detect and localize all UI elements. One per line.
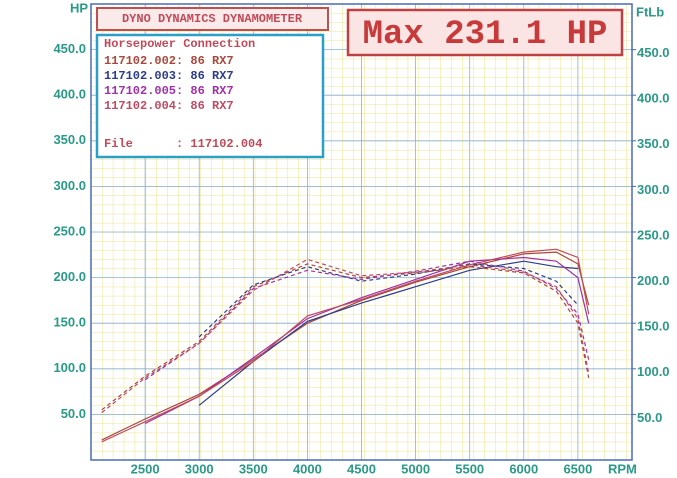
header-box bbox=[96, 7, 329, 31]
legend-title: Horsepower Connection bbox=[104, 37, 255, 51]
y-tick-label: 250.0 bbox=[53, 223, 86, 238]
x-tick-label: 2500 bbox=[131, 461, 160, 476]
x-axis-label: RPM bbox=[608, 461, 637, 476]
power-line bbox=[101, 251, 590, 441]
y-tick-label: 350.0 bbox=[53, 132, 86, 147]
y-tick-label: 300.0 bbox=[53, 178, 86, 193]
y2-tick-label: 350.0 bbox=[637, 136, 670, 151]
max-label: Max 231.1 HP bbox=[363, 16, 608, 54]
y2-tick-label: 50.0 bbox=[637, 410, 662, 425]
legend-entry: 117102.004: 86 RX7 bbox=[104, 99, 234, 113]
y2-tick-label: 100.0 bbox=[637, 364, 670, 379]
power-line bbox=[198, 260, 578, 406]
y2-tick-label: 300.0 bbox=[637, 182, 670, 197]
y-tick-label: 400.0 bbox=[53, 87, 86, 102]
y2-tick-label: 400.0 bbox=[637, 91, 670, 106]
legend-entry: 117102.005: 86 RX7 bbox=[104, 84, 234, 98]
y2-tick-label: 450.0 bbox=[637, 45, 670, 60]
y2-tick-label: 150.0 bbox=[637, 319, 670, 334]
x-tick-label: 6500 bbox=[563, 461, 592, 476]
power-line bbox=[101, 248, 590, 443]
x-tick-label: 5000 bbox=[401, 461, 430, 476]
y-axis-label: HP bbox=[70, 0, 88, 15]
legend-box bbox=[95, 33, 325, 159]
max-box bbox=[346, 8, 624, 57]
x-tick-label: 3000 bbox=[185, 461, 214, 476]
legend-entry: 117102.002: 86 RX7 bbox=[104, 54, 234, 68]
file-label: File : 117102.004 bbox=[104, 137, 262, 151]
lines bbox=[101, 248, 590, 443]
y2-axis-label: FtLb bbox=[636, 4, 664, 19]
y-tick-label: 150.0 bbox=[53, 315, 86, 330]
x-tick-label: 6000 bbox=[509, 461, 538, 476]
x-tick-label: 4000 bbox=[293, 461, 322, 476]
power-line bbox=[144, 256, 590, 425]
x-tick-label: 4500 bbox=[347, 461, 376, 476]
y-tick-label: 200.0 bbox=[53, 269, 86, 284]
x-tick-label: 3500 bbox=[239, 461, 268, 476]
torque-line bbox=[144, 260, 590, 381]
torque-line bbox=[198, 263, 579, 338]
torque-line bbox=[101, 258, 590, 414]
y-tick-label: 50.0 bbox=[61, 406, 86, 421]
y2-tick-label: 250.0 bbox=[637, 227, 670, 242]
y2-tick-label: 200.0 bbox=[637, 273, 670, 288]
legend-entry: 117102.003: 86 RX7 bbox=[104, 69, 234, 83]
y-tick-label: 100.0 bbox=[53, 360, 86, 375]
y-tick-label: 450.0 bbox=[53, 41, 86, 56]
header: DYNO DYNAMICS DYNAMOMETER bbox=[122, 12, 303, 26]
x-tick-label: 5500 bbox=[455, 461, 484, 476]
